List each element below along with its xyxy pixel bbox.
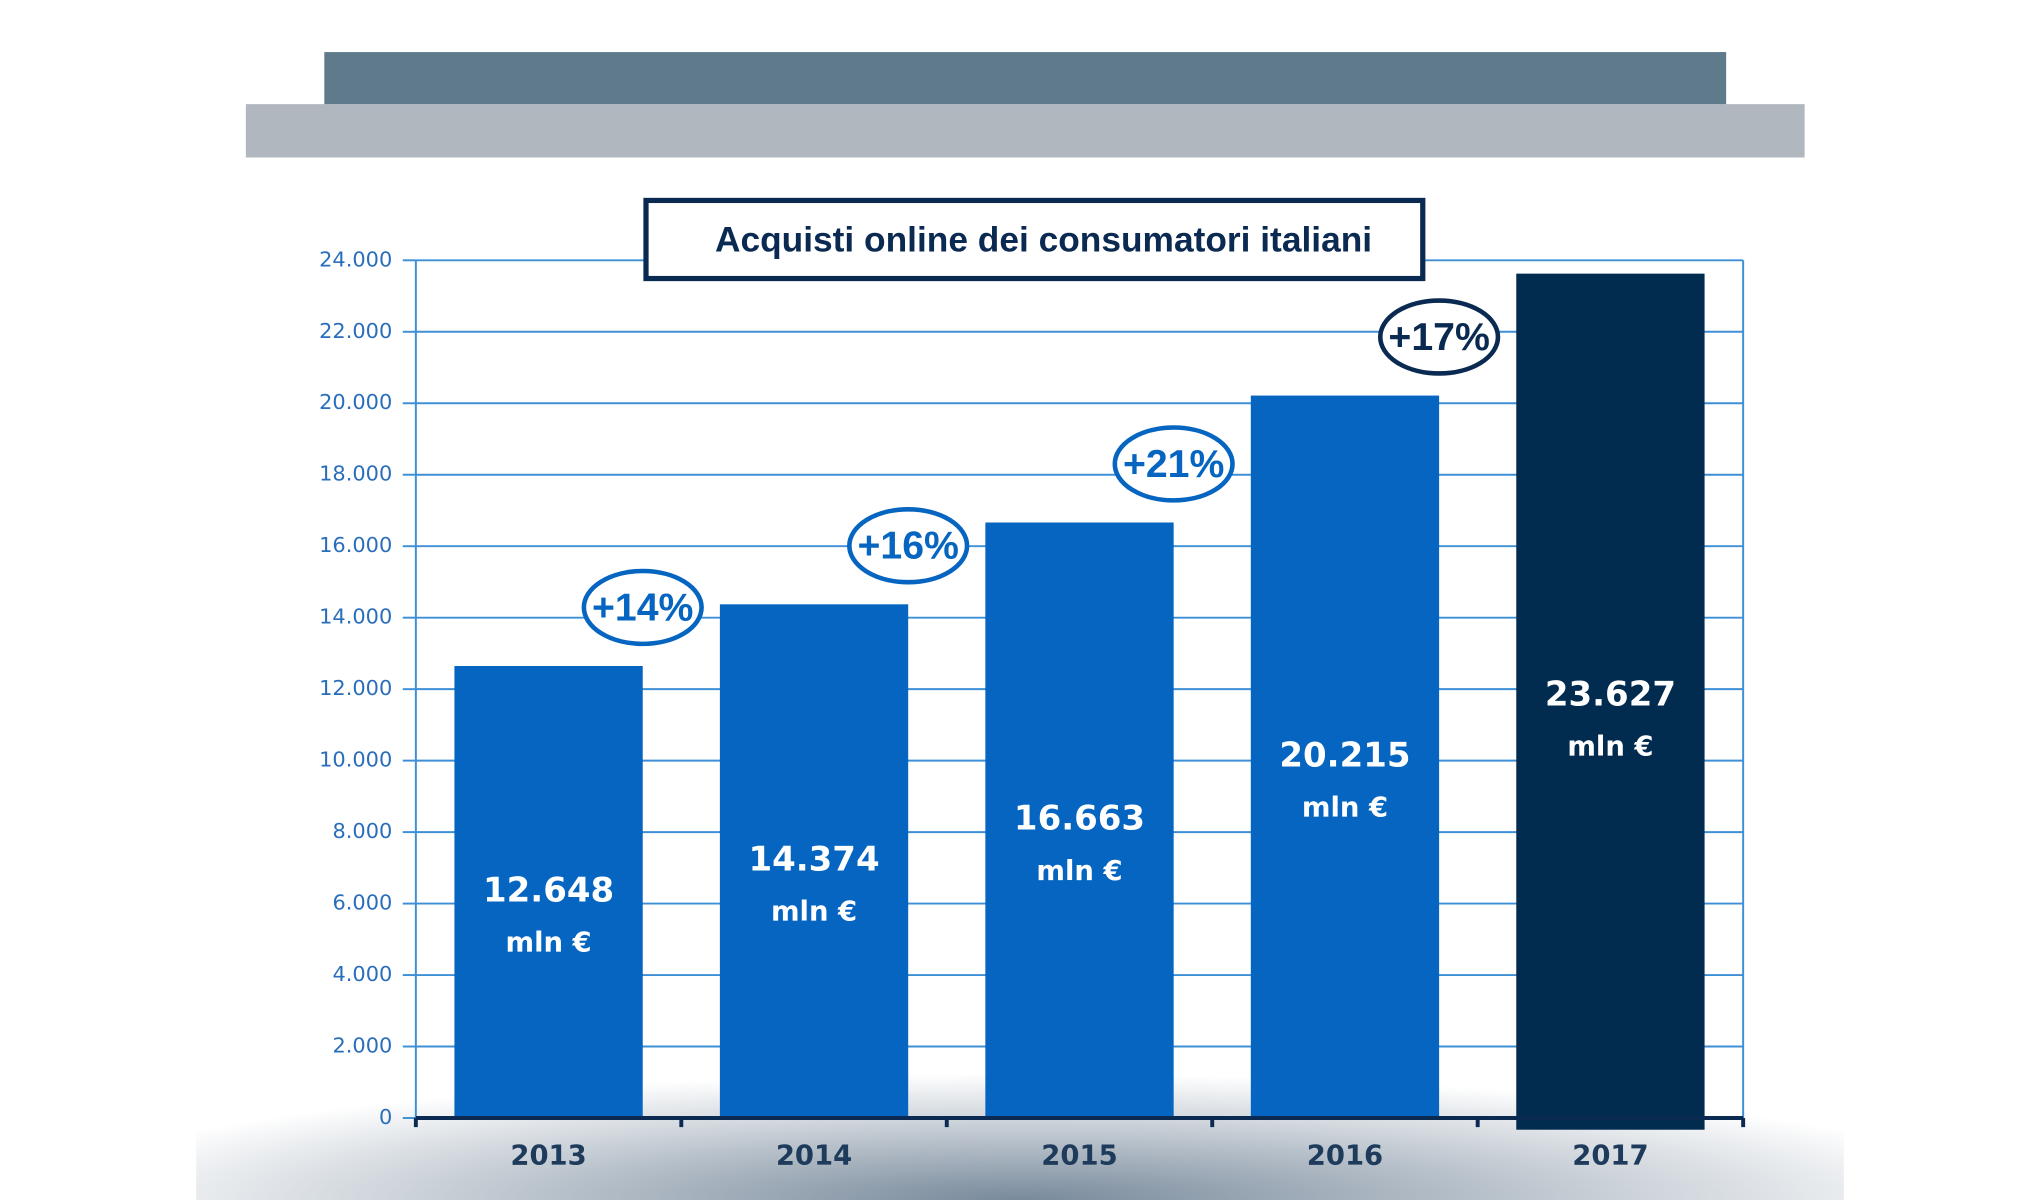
y-tick-label: 6.000: [332, 891, 392, 915]
y-tick-label: 12.000: [319, 676, 392, 700]
title-box: [643, 197, 1426, 282]
y-tick-label: 2.000: [332, 1034, 392, 1058]
chart-title: Acquisti online dei consumatori italiani: [715, 220, 1372, 259]
header-bar-light: [245, 104, 1805, 158]
y-tick-label: 0: [379, 1105, 392, 1129]
y-tick-label: 10.000: [319, 748, 392, 772]
y-tick-label: 18.000: [319, 462, 392, 486]
growth-ellipse: [1377, 298, 1501, 376]
unit-label: mln €: [505, 928, 591, 959]
y-tick-label: 14.000: [319, 605, 392, 629]
growth-ellipse: [581, 568, 704, 647]
y-tick-label: 20.000: [319, 390, 392, 414]
bar: [985, 522, 1174, 1119]
x-tick-label: 2016: [1307, 1141, 1383, 1172]
bar: [719, 604, 909, 1119]
bar: [1516, 273, 1705, 1130]
x-tick-label: 2014: [776, 1141, 852, 1172]
plot: 0 2.000 4.000 6.000 8.000 10.000 12.000 14.000 1…: [319, 247, 1746, 1172]
unit-label: mln €: [1036, 856, 1122, 887]
unit-label: mln €: [1567, 731, 1653, 762]
value-label: 14.374: [748, 840, 879, 879]
y-tick-label: 4.000: [332, 962, 392, 986]
x-tick-label: 2013: [510, 1141, 586, 1172]
growth-label: +21%: [1123, 443, 1224, 486]
bar: [454, 665, 643, 1119]
value-label: 12.648: [483, 871, 614, 910]
value-label: 20.215: [1279, 735, 1410, 774]
y-tick-label: 22.000: [319, 319, 392, 343]
bar: [1250, 395, 1440, 1119]
header-bar-dark: [324, 52, 1727, 105]
y-tick-label: 24.000: [319, 247, 392, 271]
unit-label: mln €: [771, 897, 857, 928]
growth-ellipse: [1112, 425, 1235, 503]
value-label: 23.627: [1545, 674, 1676, 713]
growth-label: +17%: [1388, 316, 1489, 359]
y-tick-label: 8.000: [332, 819, 392, 843]
growth-label: +14%: [592, 586, 693, 629]
growth-label: +16%: [857, 525, 958, 568]
value-label: 16.663: [1014, 799, 1145, 838]
unit-label: mln €: [1302, 792, 1388, 823]
x-tick-label: 2017: [1572, 1141, 1648, 1172]
x-tick-label: 2015: [1041, 1141, 1117, 1172]
y-tick-label: 16.000: [319, 533, 392, 557]
growth-ellipse: [847, 507, 970, 585]
